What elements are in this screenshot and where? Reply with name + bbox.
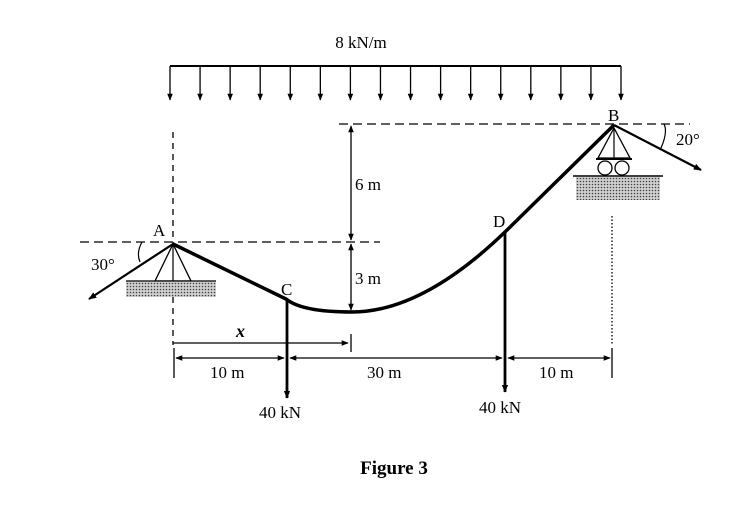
height-dimensions: 6 m 3 m — [348, 125, 381, 311]
x-label: x — [235, 321, 245, 341]
height-lower-label: 3 m — [355, 269, 381, 288]
span-a-c-label: 10 m — [210, 363, 244, 382]
point-a-label: A — [153, 221, 166, 240]
cable — [172, 123, 616, 314]
span-c-d-label: 30 m — [367, 363, 401, 382]
roller-1 — [597, 160, 613, 176]
load-arrows — [167, 66, 624, 101]
point-c-label: C — [281, 280, 292, 299]
reference-lines — [80, 123, 690, 345]
span-d-b-label: 10 m — [539, 363, 573, 382]
point-b-label: B — [608, 106, 619, 125]
reaction-b-arrow — [613, 124, 702, 171]
span-dimensions — [173, 348, 613, 378]
angle-arc-a — [137, 241, 143, 263]
load-c-label: 40 kN — [259, 403, 301, 422]
angle-label-left: 30° — [91, 255, 115, 274]
x-dimension: x — [173, 321, 352, 352]
angle-arc-b — [660, 123, 667, 149]
support-b-ground — [576, 177, 660, 200]
figure-caption: Figure 3 — [360, 458, 428, 479]
support-b — [573, 126, 663, 200]
reaction-a-arrow — [88, 243, 174, 300]
roller-2 — [614, 160, 630, 176]
angle-label-right: 20° — [676, 130, 700, 149]
point-d-label: D — [493, 212, 505, 231]
load-label: 8 kN/m — [335, 33, 386, 52]
support-a-ground — [126, 281, 216, 297]
load-d-label: 40 kN — [479, 398, 521, 417]
distributed-load: 8 kN/m — [167, 33, 624, 101]
support-a — [126, 242, 216, 297]
height-upper-label: 6 m — [355, 175, 381, 194]
